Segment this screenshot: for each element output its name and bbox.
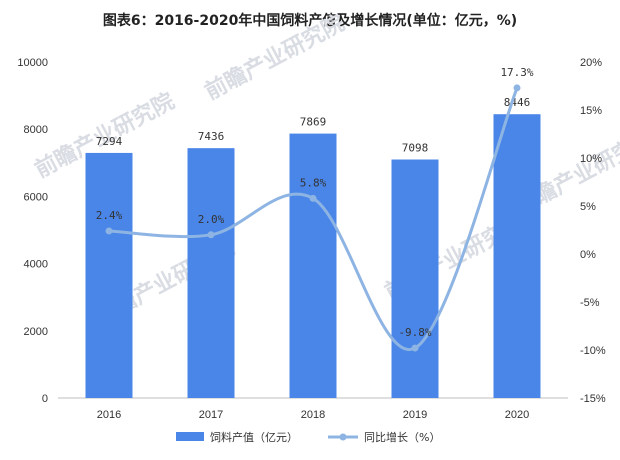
right-axis-tick-label: 0% — [580, 249, 596, 261]
x-axis-tick-label: 2019 — [403, 409, 427, 421]
watermark-text: 前瞻产业研究院 — [201, 10, 349, 105]
bar-series: 7294 7436 7869 7098 8446 — [85, 96, 541, 398]
growth-point — [309, 194, 317, 202]
growth-point — [105, 227, 113, 235]
x-axis-tick-label: 2017 — [199, 409, 223, 421]
right-axis-tick-label: 15% — [580, 105, 602, 117]
growth-point — [411, 344, 419, 352]
growth-point — [513, 84, 521, 92]
growth-line — [108, 87, 519, 352]
right-axis-tick-label: -5% — [580, 297, 600, 309]
x-axis-tick-label: 2020 — [505, 409, 529, 421]
left-axis-tick-label: 10000 — [17, 57, 48, 69]
bar-data-label: 7869 — [300, 116, 327, 129]
line-series: 2.4% 2.0% 5.8% -9.8% 17.3% — [96, 66, 534, 352]
growth-data-label: 2.4% — [96, 209, 123, 222]
axes: 0 2000 4000 6000 8000 10000 -15% -10% -5% 0% 5% 10%… — [17, 57, 605, 421]
bar — [289, 133, 337, 398]
left-axis-tick-label: 4000 — [24, 259, 48, 271]
chart-title: 图表6：2016-2020年中国饲料产值及增长情况(单位：亿元，%) — [102, 13, 518, 29]
bar — [85, 152, 133, 398]
x-axis-tick-label: 2018 — [301, 409, 325, 421]
bar-data-label: 7098 — [402, 142, 429, 155]
bar — [493, 114, 541, 398]
legend-line-marker — [339, 433, 347, 441]
legend-line-label: 同比增长（%） — [364, 430, 440, 444]
right-axis-tick-label: 10% — [580, 153, 602, 165]
legend-bar-swatch — [176, 432, 204, 441]
right-axis-tick-label: 20% — [580, 57, 602, 69]
left-axis-tick-label: 6000 — [24, 191, 48, 203]
right-axis-tick-label: -10% — [580, 345, 606, 357]
legend-bar-label: 饲料产值（亿元） — [210, 430, 298, 444]
right-axis-tick-label: 5% — [580, 201, 596, 213]
bar-data-label: 7436 — [198, 130, 225, 143]
bar-data-label: 7294 — [96, 135, 123, 148]
left-axis-tick-label: 2000 — [24, 326, 48, 338]
growth-data-label: 17.3% — [500, 66, 533, 79]
x-axis-tick-label: 2016 — [97, 409, 121, 421]
bar — [187, 148, 235, 398]
legend: 饲料产值（亿元） 同比增长（%） — [176, 430, 440, 444]
right-axis-tick-label: -15% — [580, 393, 606, 405]
left-axis-tick-label: 0 — [42, 393, 48, 405]
growth-point — [207, 231, 215, 239]
left-axis-tick-label: 8000 — [24, 124, 48, 136]
bar — [391, 159, 439, 398]
bar-data-label: 8446 — [504, 96, 531, 109]
growth-data-label: 5.8% — [300, 176, 327, 189]
growth-data-label: 2.0% — [198, 213, 225, 226]
growth-data-label: -9.8% — [398, 326, 431, 339]
